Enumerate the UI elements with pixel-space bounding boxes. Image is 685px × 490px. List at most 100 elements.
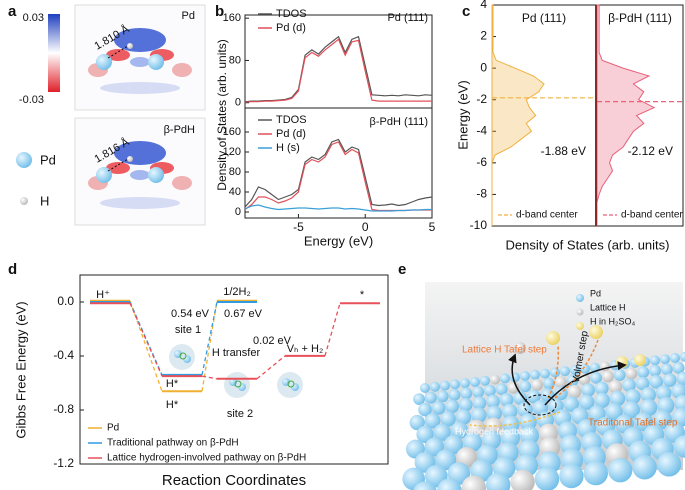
axes-frame — [244, 107, 433, 219]
annotation: site 1 — [175, 324, 201, 336]
panel-label: a — [8, 3, 17, 20]
y-tick-label: 80 — [229, 54, 241, 66]
image-title: Pd — [182, 10, 195, 22]
axes-frame — [79, 274, 389, 465]
legend-label: Pd (d) — [276, 22, 306, 34]
x-tick-label: -5 — [293, 220, 304, 234]
cluster — [224, 372, 250, 398]
y-tick-label: -4 — [476, 123, 487, 137]
annotation: Traditonal Tafel step — [588, 418, 678, 429]
connector — [129, 300, 163, 392]
y-tick-label: -10 — [470, 218, 488, 232]
legend-label: H (s) — [276, 142, 300, 154]
panel-annotation: Pd (111) — [387, 12, 428, 24]
panel-label: e — [398, 261, 406, 278]
connector — [201, 375, 218, 380]
cluster — [179, 352, 187, 360]
colorbar-label: -0.03 — [19, 94, 44, 106]
dos-area — [596, 4, 656, 226]
y-axis-label: Energy (eV) — [455, 80, 470, 149]
y-tick-label: -1.2 — [53, 456, 74, 470]
image-title: β-PdH — [164, 124, 195, 136]
connector — [256, 355, 286, 380]
series-title: β-PdH (111) — [608, 11, 672, 25]
legend-label: Lattice hydrogen-involved pathway on β-P… — [107, 453, 306, 464]
colorbar-label: 0.03 — [23, 12, 44, 24]
y-tick-label: 0.0 — [57, 294, 74, 308]
dos-line — [244, 141, 432, 212]
legend-label: Lattice H — [590, 302, 626, 312]
cluster — [277, 372, 303, 398]
x-tick-label: 5 — [429, 220, 436, 234]
y-axis-label: Density of States (arb. units) — [215, 39, 229, 190]
panel-label: d — [8, 261, 17, 278]
dos-line — [244, 138, 433, 208]
colorbar — [48, 14, 60, 92]
y-tick-label: 160 — [223, 12, 241, 24]
panel-label: b — [215, 3, 224, 20]
y-tick-label: 4 — [480, 0, 487, 11]
y-tick-label: 40 — [229, 186, 241, 198]
y-tick-label: -0.4 — [53, 348, 74, 362]
annotation: site 2 — [227, 408, 253, 420]
annotation: H* — [166, 399, 179, 411]
contour-map — [74, 4, 206, 111]
dos-line — [244, 38, 432, 103]
cluster — [234, 380, 242, 388]
y-tick-label: 0 — [480, 60, 487, 74]
y-tick-label: -6 — [476, 155, 487, 169]
annotation: H⁺ — [96, 289, 110, 301]
connector — [201, 301, 218, 376]
legend-label: Traditional pathway on β-PdH — [107, 438, 239, 449]
legend-label: H in H₂SO₄ — [590, 316, 636, 326]
dos-line — [244, 35, 433, 103]
legend-label: TDOS — [276, 8, 307, 20]
legend-label: Pd — [107, 423, 119, 434]
cluster — [183, 355, 191, 363]
x-axis-label: Energy (eV) — [304, 233, 373, 248]
cluster — [238, 383, 246, 391]
annotation: 1/2H₂ — [223, 286, 251, 298]
annotation: Lattice H Tafel step — [462, 345, 547, 356]
cluster — [169, 344, 195, 370]
connector — [129, 302, 163, 377]
dos-line — [244, 204, 432, 212]
annotation: Hydrogen feedback — [455, 426, 534, 436]
connector — [324, 303, 341, 357]
legend-swatch — [16, 152, 32, 168]
contour-map — [74, 117, 206, 226]
dos-area — [491, 4, 545, 226]
y-tick-label: 160 — [223, 126, 241, 138]
y-tick-label: 2 — [480, 29, 487, 43]
legend-label: H — [40, 193, 49, 208]
annotation: H transfer — [212, 347, 261, 359]
annotation: 0.54 eV — [171, 308, 210, 320]
axes-frame — [244, 14, 433, 109]
panel-annotation: β-PdH (111) — [370, 116, 429, 128]
y-tick-label: -8 — [476, 187, 487, 201]
cluster — [287, 380, 295, 388]
panel-label: c — [462, 3, 470, 20]
cluster — [291, 383, 299, 391]
x-axis-label: Reaction Coordinates — [162, 472, 306, 489]
y-tick-label: 120 — [223, 146, 241, 158]
x-tick-label: 0 — [362, 220, 369, 234]
annotation: * — [360, 289, 365, 301]
y-tick-label: 0 — [235, 206, 241, 218]
y-axis-label: Gibbs Free Energy (eV) — [13, 301, 28, 438]
y-tick-label: -0.8 — [53, 402, 74, 416]
legend-swatch — [20, 197, 28, 205]
legend-label: d-band center — [516, 210, 578, 221]
series-title: Pd (111) — [522, 11, 566, 25]
legend-label: TDOS — [276, 114, 307, 126]
y-tick-label: 0 — [235, 97, 241, 109]
annotation: 0.02 eV — [253, 335, 292, 347]
x-axis-label: Density of States (arb. units) — [505, 237, 669, 252]
annotation: 0.67 eV — [224, 308, 263, 320]
legend-label: Pd — [40, 152, 56, 167]
y-tick-label: 80 — [229, 166, 241, 178]
legend-label: d-band center — [621, 210, 683, 221]
illustration — [402, 282, 685, 490]
y-tick-label: -2 — [476, 92, 487, 106]
